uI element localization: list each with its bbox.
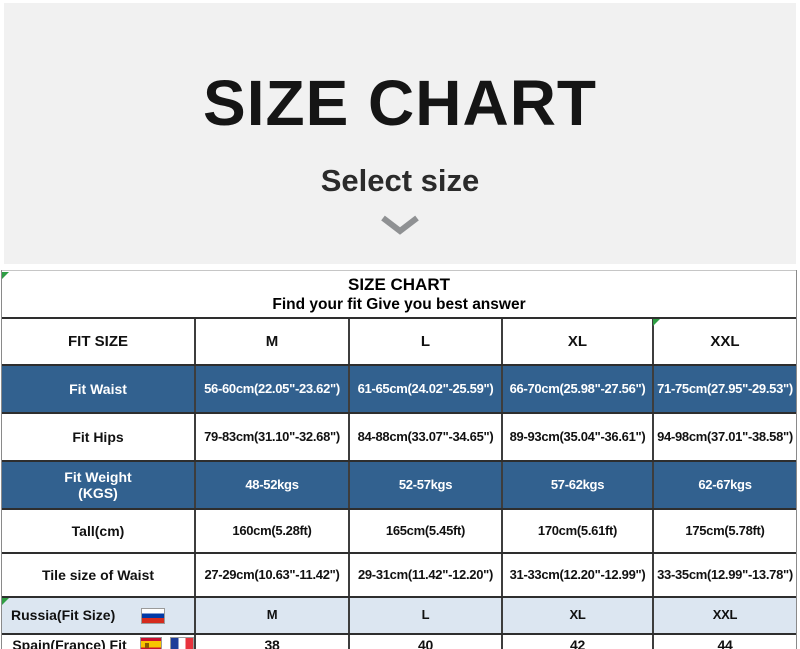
cell-value: 84-88cm(33.07"-34.65") (348, 414, 501, 460)
cell-value: 66-70cm(25.98"-27.56") (501, 366, 652, 412)
table-row-fit-hips: Fit Hips 79-83cm(31.10"-32.68") 84-88cm(… (2, 412, 796, 460)
hero-title: SIZE CHART (203, 67, 597, 139)
cell-value: 61-65cm(24.02"-25.59") (348, 366, 501, 412)
column-header-m: M (194, 319, 348, 364)
cell-value: 48-52kgs (194, 462, 348, 508)
cell-value: 165cm(5.45ft) (348, 510, 501, 552)
excel-corner-marker-icon (2, 272, 9, 279)
cell-value: 52-57kgs (348, 462, 501, 508)
table-row-fit-weight: Fit Weight (KGS) 48-52kgs 52-57kgs 57-62… (2, 460, 796, 508)
select-size-label: Select size (320, 163, 480, 198)
cell-value: 33-35cm(12.99"-13.78") (652, 554, 796, 596)
column-header-xxl: XXL (652, 319, 796, 364)
table-row-tile-size-of-waist: Tile size of Waist 27-29cm(10.63"-11.42"… (2, 552, 796, 596)
cell-value: 29-31cm(11.42"-12.20") (348, 554, 501, 596)
size-chart-table: SIZE CHART Find your fit Give you best a… (1, 270, 797, 649)
table-title-row: SIZE CHART Find your fit Give you best a… (2, 270, 796, 317)
cell-value: 79-83cm(31.10"-32.68") (194, 414, 348, 460)
cell-value: 170cm(5.61ft) (501, 510, 652, 552)
cell-value: 89-93cm(35.04"-36.61") (501, 414, 652, 460)
column-header-l: L (348, 319, 501, 364)
row-label: Fit Waist (69, 380, 127, 397)
column-header-fit-size: FIT SIZE (68, 332, 128, 350)
table-row-tall: Tall(cm) 160cm(5.28ft) 165cm(5.45ft) 170… (2, 508, 796, 552)
table-header-row: FIT SIZE M L XL XXL (2, 317, 796, 364)
table-row-russia-fit-size: Russia(Fit Size) M L XL XXL (2, 596, 796, 633)
cell-value: XL (501, 598, 652, 633)
cell-value: 44 (652, 635, 796, 649)
row-label: Fit Hips (72, 428, 124, 445)
france-flag-icon (170, 637, 194, 649)
cell-value: 160cm(5.28ft) (194, 510, 348, 552)
cell-value: 56-60cm(22.05"-23.62") (194, 366, 348, 412)
cell-value: 62-67kgs (652, 462, 796, 508)
cell-value: 57-62kgs (501, 462, 652, 508)
russia-flag-icon (141, 607, 166, 624)
excel-corner-marker-icon (653, 319, 660, 326)
row-label: Fit Weight (KGS) (2, 462, 194, 508)
cell-value: 40 (348, 635, 501, 649)
cell-value: M (194, 598, 348, 633)
column-header-xl: XL (501, 319, 652, 364)
cell-value: XXL (652, 598, 796, 633)
row-label-line2: (KGS) (78, 485, 118, 501)
table-title: SIZE CHART (348, 274, 450, 294)
cell-value: L (348, 598, 501, 633)
cell-value: 71-75cm(27.95"-29.53") (652, 366, 796, 412)
row-label-text: Spain(France) Fit Size (12, 637, 127, 649)
cell-value: 42 (501, 635, 652, 649)
cell-value: 27-29cm(10.63"-11.42") (194, 554, 348, 596)
row-label-line1: Fit Weight (64, 468, 132, 485)
row-label-text: Russia(Fit Size) (11, 607, 116, 624)
hero-banner: SIZE CHART Select size (4, 3, 796, 264)
cell-value: 175cm(5.78ft) (652, 510, 796, 552)
table-subtitle: Find your fit Give you best answer (272, 295, 526, 313)
row-label: Tall(cm) (71, 522, 125, 539)
row-label: Tile size of Waist (41, 566, 155, 583)
cell-value: 38 (194, 635, 348, 649)
cell-value: 31-33cm(12.20"-12.99") (501, 554, 652, 596)
table-row-fit-waist: Fit Waist 56-60cm(22.05"-23.62") 61-65cm… (2, 364, 796, 412)
row-label: Spain(France) Fit Size (2, 635, 194, 649)
chevron-down-icon[interactable] (4, 215, 796, 235)
cell-value: 94-98cm(37.01"-38.58") (652, 414, 796, 460)
table-row-spain-france-fit-size: Spain(France) Fit Size 38 40 42 44 (2, 633, 796, 649)
spain-flag-icon (140, 637, 162, 649)
excel-corner-marker-icon (2, 598, 9, 605)
row-label: Russia(Fit Size) (2, 598, 194, 633)
